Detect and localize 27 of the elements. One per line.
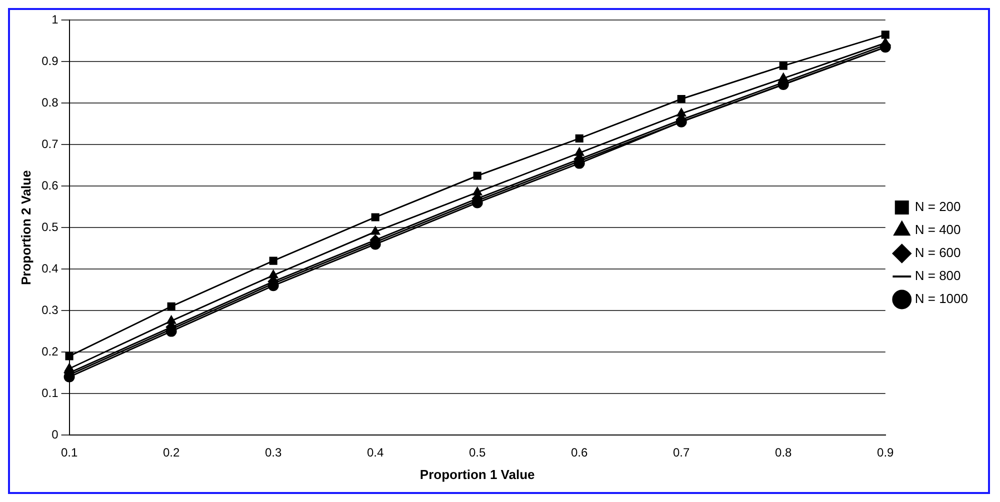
y-tick-label: 0.9 [42, 54, 59, 68]
y-tick-label: 0.1 [42, 386, 59, 400]
y-tick-label: 0.6 [42, 178, 59, 192]
x-tick-label: 0.3 [264, 446, 282, 460]
y-tick-label: 0.3 [42, 302, 59, 317]
legend-label: N = 800 [914, 268, 961, 284]
y-axis-title: Proportion 2 Value [18, 170, 34, 286]
legend-label: N = 400 [914, 222, 961, 238]
y-tick-label: 0.4 [42, 261, 59, 276]
x-axis-title: Proportion 1 Value [420, 466, 535, 482]
x-tick-label: 0.2 [162, 446, 180, 460]
y-tick-label: 0.5 [42, 220, 59, 234]
x-tick-label: 0.7 [673, 446, 690, 460]
x-tick-label: 0.6 [570, 446, 588, 460]
y-tick-label: 0.2 [42, 344, 59, 358]
legend-label: N = 1000 [914, 291, 968, 306]
x-tick-label: 0.8 [775, 446, 792, 460]
y-tick-label: 0.8 [42, 95, 59, 110]
x-tick-label: 0.1 [60, 446, 78, 460]
y-tick-label: 0 [52, 427, 59, 442]
x-tick-label: 0.4 [366, 446, 384, 460]
x-tick-label: 0.5 [468, 446, 486, 460]
legend-label: N = 200 [914, 199, 961, 214]
y-tick-label: 0.7 [42, 136, 59, 151]
x-tick-label: 0.9 [877, 446, 894, 460]
legend-label: N = 600 [914, 245, 961, 260]
y-tick-label: 1 [52, 12, 59, 27]
